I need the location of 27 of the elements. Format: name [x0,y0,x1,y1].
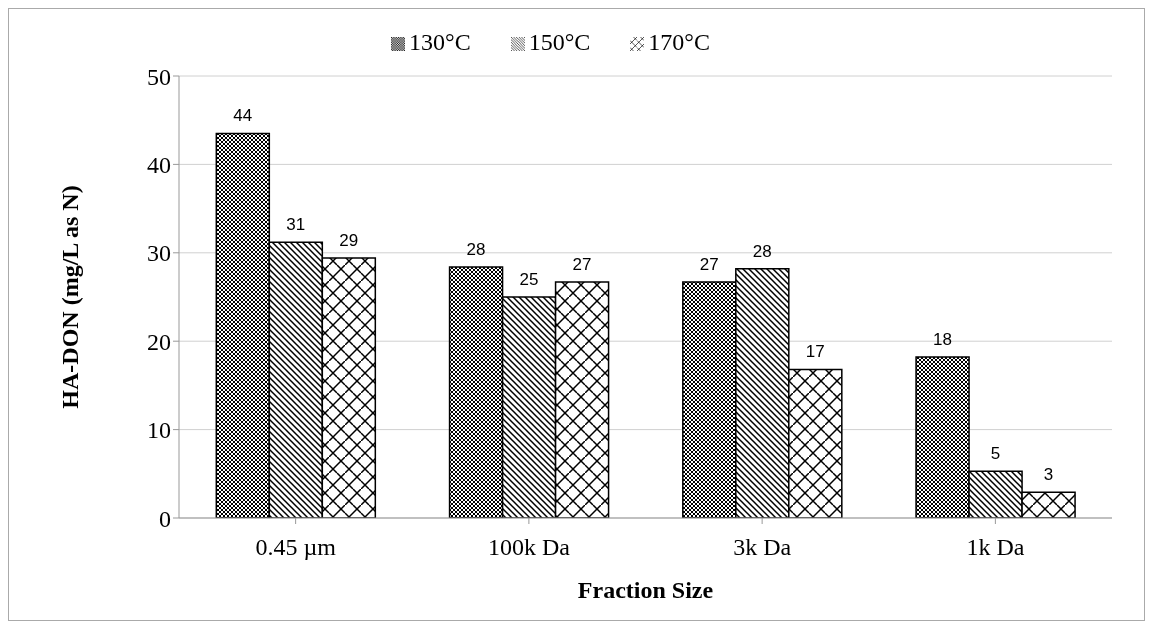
x-tick-label: 3k Da [733,534,792,561]
data-label: 17 [805,342,825,362]
x-tick-label: 1k Da [966,534,1025,561]
y-tick-label: 30 [147,240,171,267]
x-tick-label: 0.45 µm [255,534,337,561]
y-tick-label: 50 [147,63,171,90]
data-label: 44 [233,106,253,126]
data-label: 18 [933,330,953,350]
data-label: 27 [572,254,592,274]
legend-label: 170°C [648,29,710,55]
y-axis-title: HA-DON (mg/L as N) [56,185,83,409]
y-tick-label: 0 [159,505,171,532]
data-label: 29 [339,231,359,251]
data-label: 31 [286,215,306,235]
data-label: 28 [466,239,486,259]
legend-label: 150°C [528,29,591,55]
data-label: 28 [752,241,772,261]
data-label: 3 [1043,465,1054,485]
y-tick-label: 20 [147,328,171,355]
data-label: 5 [990,444,1001,464]
x-axis-title: Fraction Size [577,577,714,603]
x-tick-label: 100k Da [487,534,571,561]
y-tick-label: 40 [147,151,171,178]
data-label: 27 [699,254,719,274]
y-tick-label: 10 [147,417,171,444]
legend-label: 130°C [409,29,471,55]
data-label: 25 [519,270,539,289]
